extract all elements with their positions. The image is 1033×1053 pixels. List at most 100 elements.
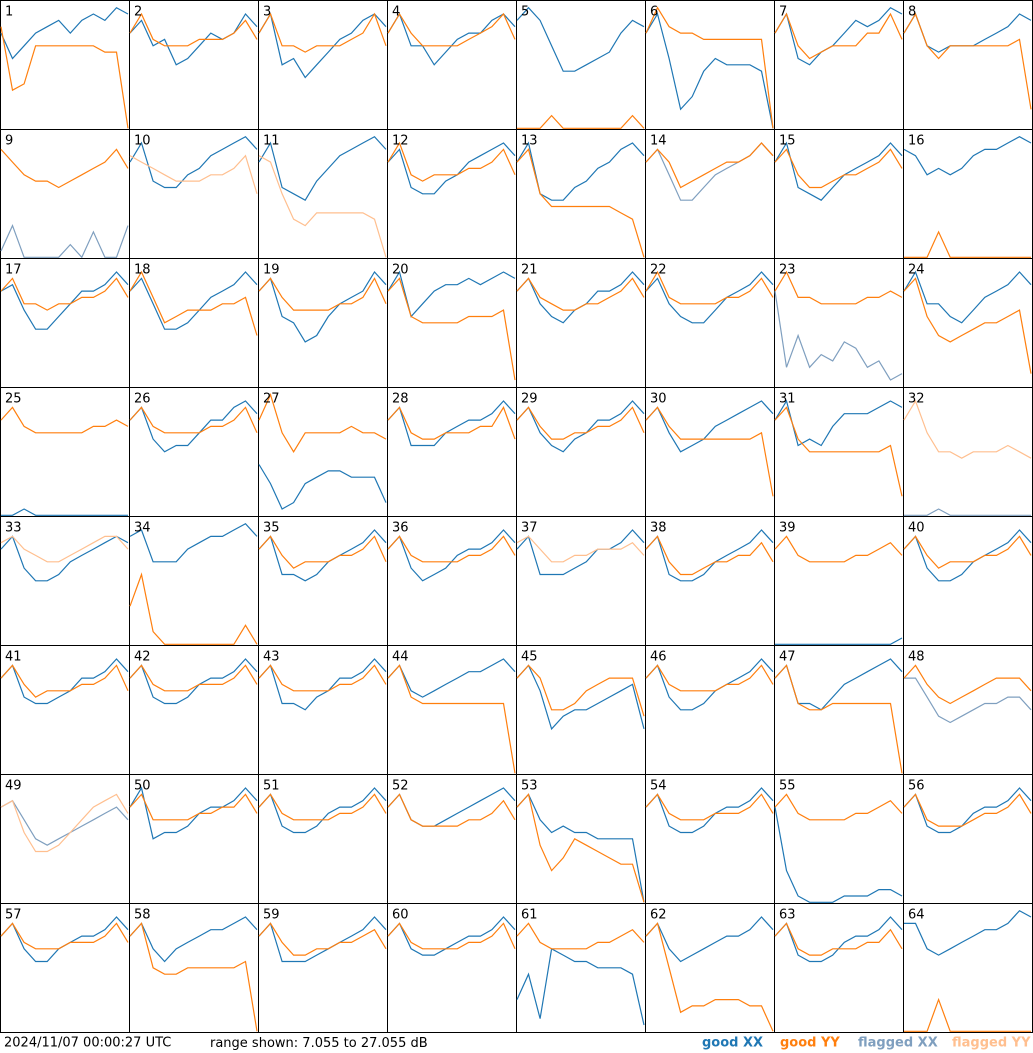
spectrum-line — [129, 572, 258, 645]
panel-label: 60 — [392, 908, 409, 923]
panel-label: 11 — [263, 134, 280, 149]
panel-frame — [129, 258, 259, 388]
spectrum-line — [129, 13, 258, 66]
panel-frame — [0, 645, 130, 775]
spectrum-line — [516, 277, 645, 311]
panel-frame — [645, 516, 775, 646]
spectrum-line — [903, 270, 1032, 324]
panel-frame — [387, 645, 517, 775]
spectrum-line — [0, 406, 129, 434]
panel-frame — [516, 516, 646, 646]
panel-frame — [903, 387, 1033, 517]
panel-frame — [516, 387, 646, 517]
panel-label: 18 — [134, 263, 151, 278]
panel-label: 25 — [5, 392, 22, 407]
spectrum-line — [516, 664, 645, 731]
spectrum-line — [645, 535, 774, 576]
legend-entry: good YY — [780, 1036, 840, 1051]
panel-label: 57 — [5, 908, 22, 923]
spectrum-line — [387, 142, 516, 195]
spectrum-line — [516, 793, 645, 903]
panel-frame — [774, 516, 904, 646]
panel-label: 36 — [392, 521, 409, 536]
range-prefix: range shown: — [210, 1036, 298, 1051]
spectrum-line — [516, 148, 645, 258]
spectrum-line — [0, 26, 129, 129]
spectrum-line — [904, 508, 1031, 516]
panel-label: 58 — [134, 908, 151, 923]
panel-label: 42 — [134, 650, 151, 665]
spectrum-line — [774, 922, 903, 956]
panel-label: 2 — [134, 5, 142, 20]
panel-label: 56 — [908, 779, 925, 794]
panel-frame — [645, 645, 775, 775]
panel-frame — [903, 645, 1033, 775]
spectrum-line — [903, 277, 1032, 374]
panel-label: 61 — [521, 908, 538, 923]
panel-frame — [129, 0, 259, 130]
spectrum-line — [387, 793, 516, 827]
panel-label: 63 — [779, 908, 796, 923]
spectrum-line — [129, 406, 258, 434]
panel-label: 41 — [5, 650, 22, 665]
spectrum-line — [387, 141, 516, 182]
panel-label: 45 — [521, 650, 538, 665]
panel-frame — [903, 903, 1033, 1033]
spectrum-line — [129, 12, 258, 47]
legend-entry: good XX — [702, 1036, 763, 1051]
spectrum-line — [774, 270, 903, 305]
spectrum-line — [0, 271, 129, 330]
panel-label: 17 — [5, 263, 22, 278]
panel-label: 15 — [779, 134, 796, 149]
spectrum-line — [129, 658, 258, 705]
panel-label: 44 — [392, 650, 409, 665]
panel-frame — [516, 903, 646, 1033]
spectrum-line — [774, 664, 903, 774]
panel-frame — [0, 258, 130, 388]
panel-frame — [903, 774, 1033, 904]
spectrum-line — [645, 400, 774, 453]
panel-label: 30 — [650, 392, 667, 407]
spectrum-line — [258, 535, 387, 569]
panel-frame — [0, 129, 130, 259]
spectrum-line — [645, 658, 774, 711]
spectrum-line — [645, 6, 774, 129]
panel-frame — [129, 774, 259, 904]
spectrum-line — [774, 535, 903, 563]
timestamp: 2024/11/07 00:00:27 UTC — [4, 1036, 171, 1051]
panel-label: 29 — [521, 392, 538, 407]
panel-label: 4 — [392, 5, 400, 20]
panel-label: 20 — [392, 263, 409, 278]
spectrum-line — [258, 916, 387, 963]
panel-label: 21 — [521, 263, 538, 278]
spectrum-line — [903, 136, 1032, 176]
panel-label: 51 — [263, 779, 280, 794]
panel-label: 27 — [263, 392, 280, 407]
spectrum-line — [774, 6, 903, 66]
spectrum-line — [903, 529, 1032, 582]
panel-label: 12 — [392, 134, 409, 149]
panel-label: 34 — [134, 521, 151, 536]
panel-label: 6 — [650, 5, 658, 20]
panel-frame — [645, 903, 775, 1033]
panel-frame — [0, 903, 130, 1033]
spectrum-line — [645, 270, 774, 305]
panel-label: 23 — [779, 263, 796, 278]
range-unit: dB — [411, 1036, 428, 1051]
spectrum-line — [258, 529, 387, 582]
panel-label: 39 — [779, 521, 796, 536]
panel-frame — [387, 774, 517, 904]
panel-label: 38 — [650, 521, 667, 536]
spectrum-line — [645, 787, 774, 834]
spectrum-line — [516, 664, 645, 717]
panel-frame — [774, 903, 904, 1033]
spectrum-line — [903, 535, 1032, 569]
panel-label: 55 — [779, 779, 796, 794]
legend-entry: flagged XX — [858, 1036, 938, 1051]
spectrum-line — [904, 909, 1032, 956]
panel-label: 28 — [392, 392, 409, 407]
spectrum-line — [903, 787, 1032, 834]
panel-label: 64 — [908, 908, 925, 923]
spectrum-line — [775, 637, 903, 645]
